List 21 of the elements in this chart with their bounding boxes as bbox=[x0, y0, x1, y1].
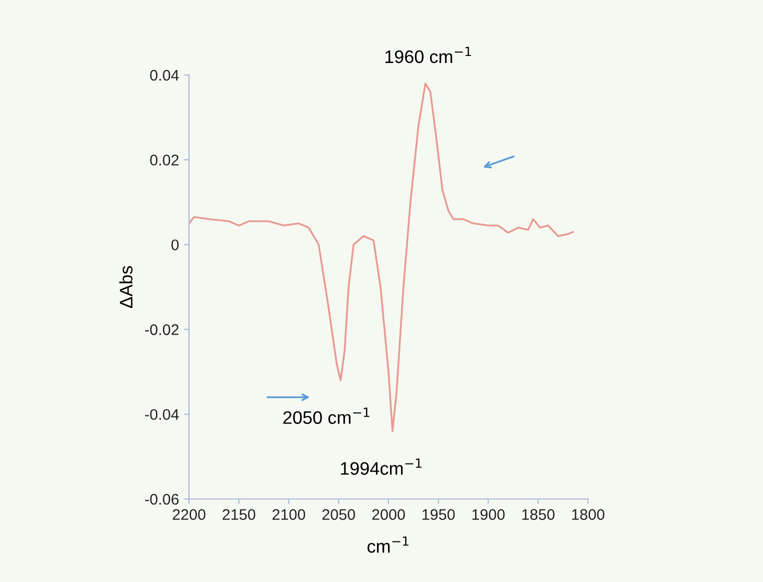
y-tick-label: -0.02 bbox=[145, 324, 179, 336]
x-tick-label: 1900 bbox=[472, 509, 505, 520]
annotation: 1960 cm$^{−1}$ bbox=[385, 46, 471, 64]
x-tick-label: 2100 bbox=[272, 509, 306, 520]
y-tick-label: 0.02 bbox=[150, 154, 179, 166]
y-tick-label: 0 bbox=[171, 239, 179, 250]
line-series bbox=[189, 82, 574, 432]
x-tick-label: 1950 bbox=[422, 509, 455, 520]
x-tick-label: 2000 bbox=[372, 509, 405, 520]
y-tick-label: 0.04 bbox=[150, 70, 179, 81]
x-axis-title: cm$^{−1}$ bbox=[368, 536, 408, 553]
x-tick-label: 2150 bbox=[222, 509, 256, 520]
y-tick-label: -0.06 bbox=[145, 494, 179, 505]
x-tick-label: 1850 bbox=[522, 509, 555, 520]
x-tick-label: 1800 bbox=[572, 509, 604, 520]
annotation: 1994cm$^{−1}$ bbox=[340, 458, 422, 475]
x-tick-label: 2200 bbox=[172, 509, 206, 520]
y-axis-title: ΔAbs bbox=[119, 266, 133, 308]
annotation: 2050 cm$^{−1}$ bbox=[283, 408, 370, 424]
y-tick-label: -0.04 bbox=[145, 409, 179, 420]
x-tick-label: 2050 bbox=[322, 509, 356, 520]
